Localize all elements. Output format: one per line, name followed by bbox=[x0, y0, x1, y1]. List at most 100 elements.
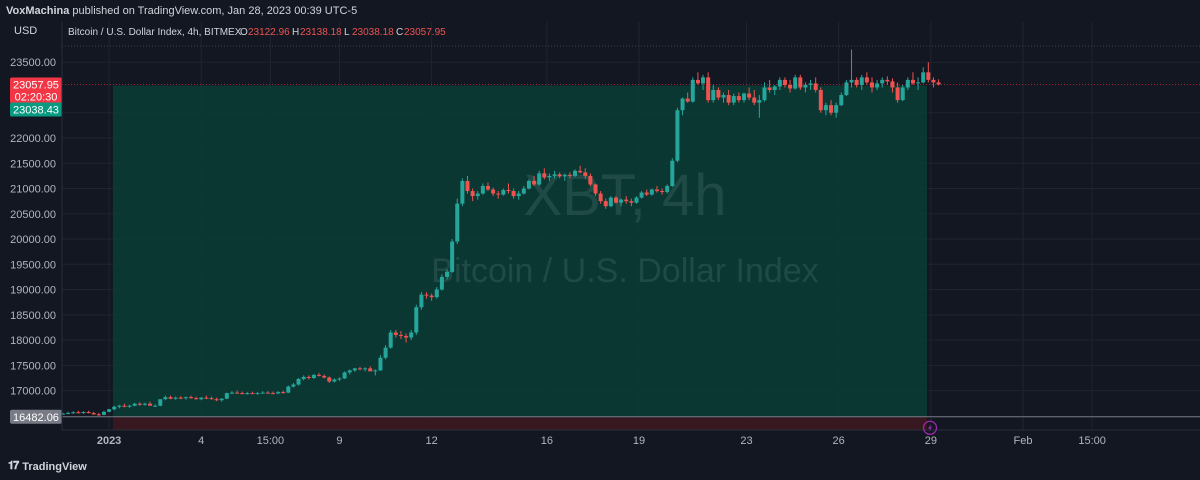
candle-body bbox=[916, 82, 921, 84]
candle-body bbox=[270, 393, 275, 395]
candle-body bbox=[695, 79, 700, 84]
candle-body bbox=[117, 405, 122, 407]
candle-body bbox=[199, 397, 204, 400]
candle-body bbox=[153, 405, 158, 407]
candle-body bbox=[137, 403, 142, 405]
candle-body bbox=[101, 411, 106, 415]
candle-body bbox=[532, 180, 537, 185]
candle-body bbox=[281, 392, 286, 394]
candle-body bbox=[910, 79, 915, 84]
price-tick-label: 17500.00 bbox=[10, 360, 56, 372]
candle-body bbox=[311, 374, 316, 378]
candle-body bbox=[158, 399, 163, 406]
ohlc-o-value: 23122.96 bbox=[248, 27, 290, 38]
candle-body bbox=[327, 377, 332, 382]
candle-body bbox=[844, 82, 849, 96]
candle-body bbox=[255, 393, 260, 395]
candle-body bbox=[91, 413, 96, 415]
candle-body bbox=[245, 393, 250, 395]
candle-body bbox=[772, 86, 777, 90]
candle-body bbox=[204, 397, 209, 399]
candle-body bbox=[782, 79, 787, 85]
candle-body bbox=[501, 190, 506, 195]
price-tick-label: 23500.00 bbox=[10, 57, 56, 69]
tradingview-logo-icon: 𝟏𝟕 bbox=[8, 460, 19, 472]
candle-body bbox=[265, 392, 270, 394]
candle-body bbox=[639, 192, 644, 198]
candle-body bbox=[71, 412, 76, 414]
candle-body bbox=[736, 96, 741, 101]
time-tick-label: 4 bbox=[198, 435, 204, 447]
candle-body bbox=[767, 87, 772, 90]
time-tick-label: 19 bbox=[633, 435, 645, 447]
range-high-tag[interactable] bbox=[10, 102, 62, 117]
candle-body bbox=[475, 193, 480, 197]
candle-body bbox=[526, 180, 531, 189]
candle-body bbox=[163, 397, 168, 400]
candle-body bbox=[439, 276, 444, 290]
candle-body bbox=[788, 84, 793, 89]
candle-body bbox=[393, 332, 398, 336]
last-price-value: 23057.95 bbox=[13, 80, 59, 92]
time-tick-label: 29 bbox=[925, 435, 937, 447]
candle-body bbox=[419, 294, 424, 308]
candle-body bbox=[173, 397, 178, 399]
candle-body bbox=[398, 335, 403, 337]
candle-body bbox=[747, 93, 752, 98]
candle-body bbox=[680, 98, 685, 111]
candle-body bbox=[148, 403, 153, 406]
candle-body bbox=[378, 357, 383, 371]
candle-body bbox=[455, 203, 460, 242]
candle-body bbox=[516, 193, 521, 197]
candle-body bbox=[721, 95, 726, 98]
candle-body bbox=[429, 295, 434, 298]
tradingview-logo[interactable]: 𝟏𝟕 TradingView bbox=[8, 460, 87, 473]
price-tick-label: 21000.00 bbox=[10, 184, 56, 196]
time-tick-label: Feb bbox=[1014, 435, 1033, 447]
candle-body bbox=[322, 375, 327, 378]
candle-body bbox=[854, 79, 859, 85]
candle-body bbox=[127, 405, 132, 407]
ohlc-h-value: 23138.18 bbox=[300, 27, 342, 38]
lightning-icon[interactable] bbox=[922, 420, 938, 435]
bar-countdown: 02:20:30 bbox=[15, 92, 58, 104]
candle-body bbox=[511, 191, 516, 197]
candle-body bbox=[537, 173, 542, 185]
candle-body bbox=[613, 197, 618, 203]
candle-body bbox=[823, 105, 828, 111]
price-tick-label: 18500.00 bbox=[10, 310, 56, 322]
price-range-box[interactable] bbox=[112, 85, 928, 417]
candle-body bbox=[870, 82, 875, 88]
time-tick-label: 2023 bbox=[97, 435, 121, 447]
candle-body bbox=[629, 201, 634, 203]
candle-body bbox=[250, 393, 255, 395]
candle-body bbox=[409, 332, 414, 338]
watermark-subtitle: Bitcoin / U.S. Dollar Index bbox=[431, 252, 818, 290]
time-tick-label: 26 bbox=[833, 435, 845, 447]
candle-body bbox=[552, 174, 557, 176]
candle-body bbox=[752, 97, 757, 103]
candle-body bbox=[342, 372, 347, 379]
candle-body bbox=[240, 393, 245, 395]
candle-body bbox=[480, 185, 485, 194]
candle-body bbox=[142, 403, 147, 405]
candle-body bbox=[183, 397, 188, 399]
candle-body bbox=[424, 294, 429, 296]
candle-body bbox=[368, 368, 373, 372]
price-range-below bbox=[112, 416, 928, 430]
candle-body bbox=[849, 79, 854, 83]
candle-body bbox=[583, 172, 588, 176]
author-name[interactable]: VoxMachina bbox=[6, 5, 70, 17]
candle-body bbox=[557, 174, 562, 177]
candle-body bbox=[542, 173, 547, 178]
price-tick-label: 18000.00 bbox=[10, 335, 56, 347]
last-price-tag[interactable] bbox=[10, 77, 62, 104]
candle-body bbox=[885, 79, 890, 82]
ohlc-o-label: O bbox=[240, 27, 248, 38]
candle-body bbox=[81, 412, 86, 414]
range-low-tag[interactable] bbox=[10, 409, 62, 424]
candle-body bbox=[588, 175, 593, 185]
candle-body bbox=[880, 79, 885, 84]
